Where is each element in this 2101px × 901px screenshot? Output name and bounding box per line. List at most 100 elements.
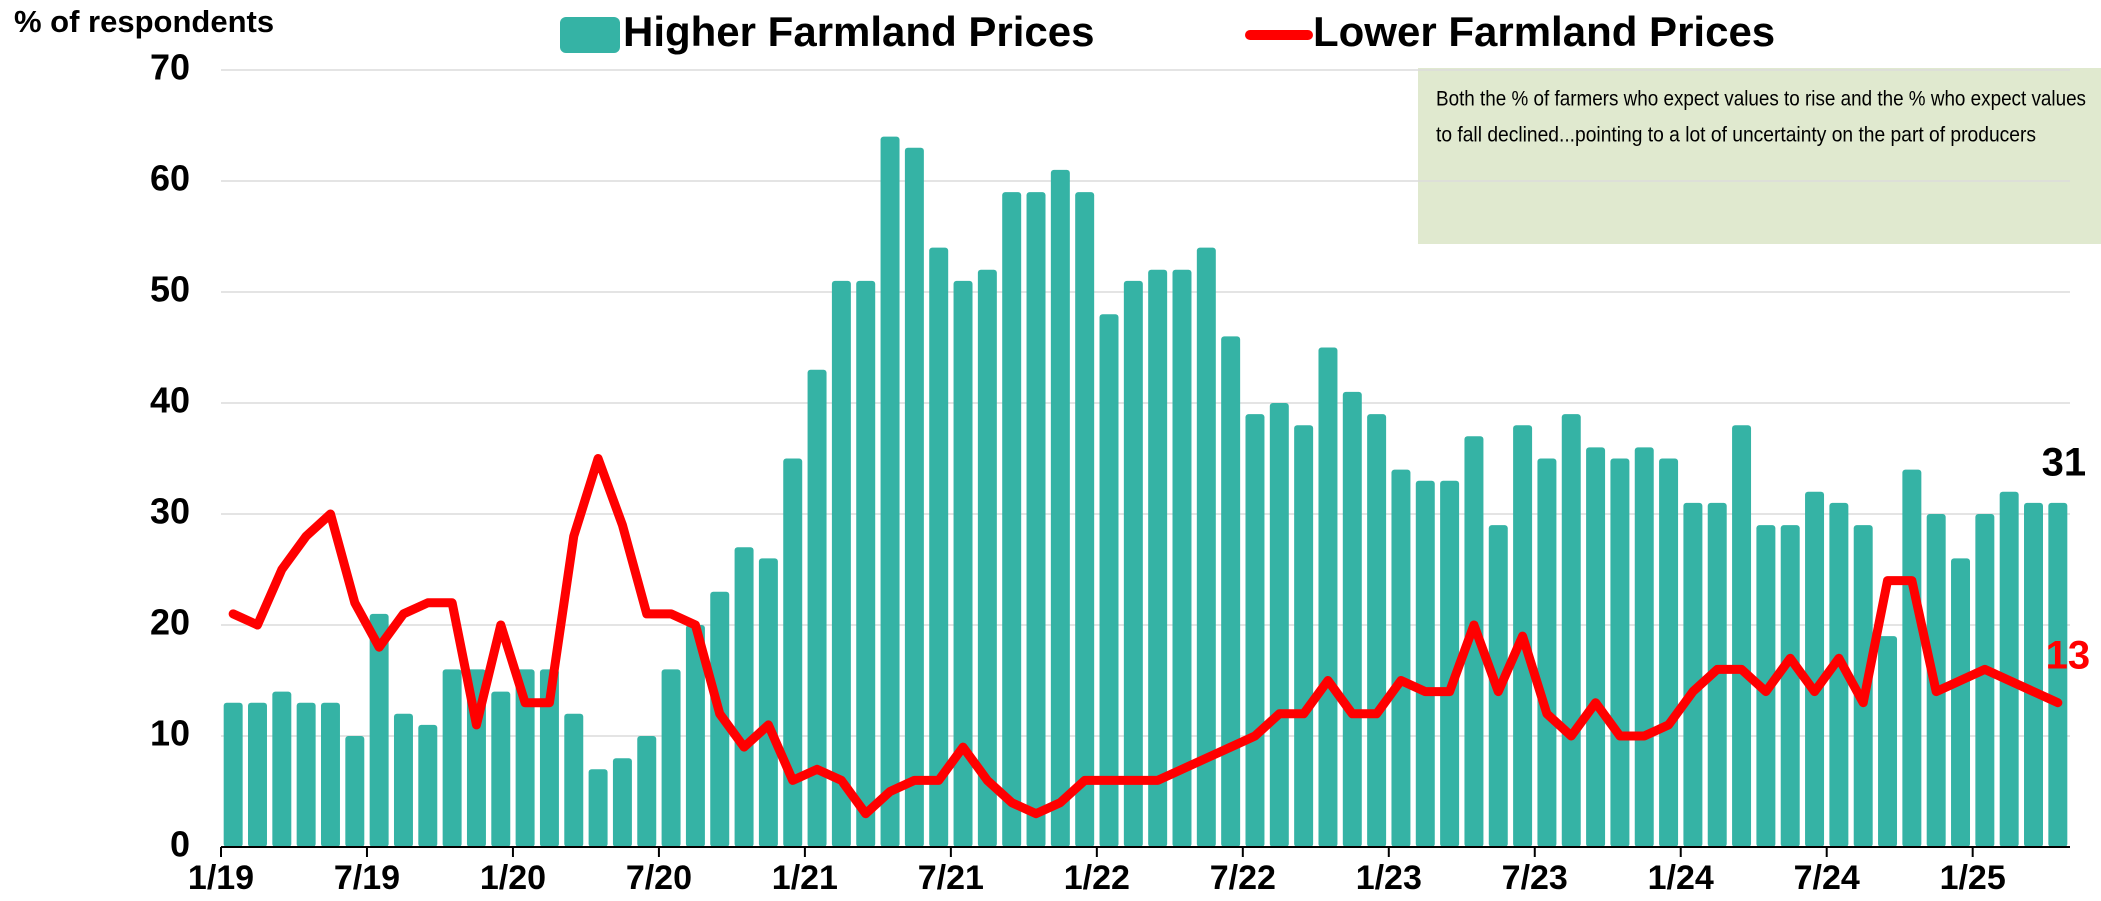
bar (1172, 269, 1192, 847)
bar (1683, 502, 1703, 847)
bar (442, 669, 462, 847)
legend-label: Lower Farmland Prices (1313, 8, 1775, 55)
bar (2048, 502, 2068, 847)
x-tick-label: 7/20 (626, 859, 692, 897)
bar (272, 691, 292, 847)
bar (564, 713, 584, 847)
legend-swatch (560, 17, 620, 53)
bar (1075, 192, 1095, 848)
bar (637, 736, 657, 847)
bar (1415, 480, 1435, 847)
y-tick-label: 70 (150, 47, 190, 88)
legend-label: Higher Farmland Prices (623, 8, 1095, 55)
bar (369, 613, 389, 847)
bar (1561, 414, 1581, 847)
annotation-text: Both the % of farmers who expect values … (1436, 88, 2086, 111)
bar (880, 136, 900, 848)
y-tick-label: 60 (150, 158, 190, 199)
bar (515, 669, 535, 847)
y-tick-label: 10 (150, 713, 190, 754)
x-tick-label: 7/21 (918, 859, 984, 897)
x-tick-label: 1/22 (1064, 859, 1130, 897)
bar (661, 669, 681, 847)
bar (491, 691, 511, 847)
bar (612, 758, 632, 847)
bar (1002, 192, 1022, 848)
bar (1805, 491, 1825, 847)
y-tick-label: 0 (170, 824, 190, 865)
annotation-text: to fall declined...pointing to a lot of … (1436, 124, 2036, 147)
y-tick-label: 50 (150, 269, 190, 310)
bar (320, 702, 340, 847)
bar (1367, 414, 1387, 847)
bar (783, 458, 803, 847)
y-tick-label: 30 (150, 491, 190, 532)
x-tick-label: 7/23 (1502, 859, 1568, 897)
bar (1294, 425, 1314, 847)
bar (1659, 458, 1679, 847)
bar (1732, 425, 1752, 847)
bar (1148, 269, 1168, 847)
x-tick-label: 7/19 (334, 859, 400, 897)
x-tick-label: 1/25 (1940, 859, 2006, 897)
bar (685, 625, 705, 847)
bar (734, 547, 754, 847)
data-label: 13 (2046, 633, 2091, 677)
bar (1318, 347, 1338, 847)
bar (248, 702, 267, 847)
bar (1902, 469, 1922, 847)
bar (1099, 314, 1119, 847)
bar (1123, 280, 1143, 847)
bar (1878, 636, 1898, 847)
bar (2024, 502, 2043, 847)
bar (856, 280, 876, 847)
y-tick-label: 40 (150, 380, 190, 421)
bar (1537, 458, 1557, 847)
y-tick-label: 20 (150, 602, 190, 643)
bar (1951, 558, 1971, 847)
bar (1586, 447, 1606, 847)
bar (296, 702, 316, 847)
bar (953, 280, 973, 847)
bar (1050, 169, 1070, 847)
bar (904, 147, 924, 847)
bar (418, 724, 438, 847)
bar (345, 736, 365, 847)
bar (929, 247, 949, 848)
bar (1780, 525, 1800, 847)
x-tick-label: 1/24 (1648, 859, 1714, 897)
bar (1610, 458, 1630, 847)
bar (393, 713, 413, 847)
line (228, 454, 2063, 819)
bar (223, 702, 243, 847)
bar (807, 369, 827, 847)
bar (1440, 480, 1460, 847)
x-tick-label: 1/19 (188, 859, 254, 897)
bar (1221, 336, 1241, 847)
bar (588, 769, 608, 847)
bar (1634, 447, 1654, 847)
x-tick-label: 1/20 (480, 859, 546, 897)
y-axis-label: % of respondents (14, 4, 274, 39)
x-tick-label: 1/23 (1356, 859, 1422, 897)
bar (1829, 502, 1849, 847)
data-label: 31 (2042, 440, 2087, 484)
bar (1391, 469, 1411, 847)
bar (1196, 247, 1216, 848)
bar (758, 558, 778, 847)
x-tick-label: 7/22 (1210, 859, 1276, 897)
bar (1245, 414, 1265, 847)
bar (539, 669, 559, 847)
bar (1464, 436, 1484, 847)
bar (1269, 403, 1289, 847)
bar (1999, 491, 2019, 847)
bar (1975, 514, 1995, 847)
bar (1342, 391, 1362, 847)
bar (977, 269, 997, 847)
annotation-box (1418, 68, 2101, 244)
bar (1026, 192, 1046, 848)
x-tick-label: 7/24 (1794, 859, 1860, 897)
bar (831, 280, 851, 847)
x-tick-label: 1/21 (772, 859, 838, 897)
